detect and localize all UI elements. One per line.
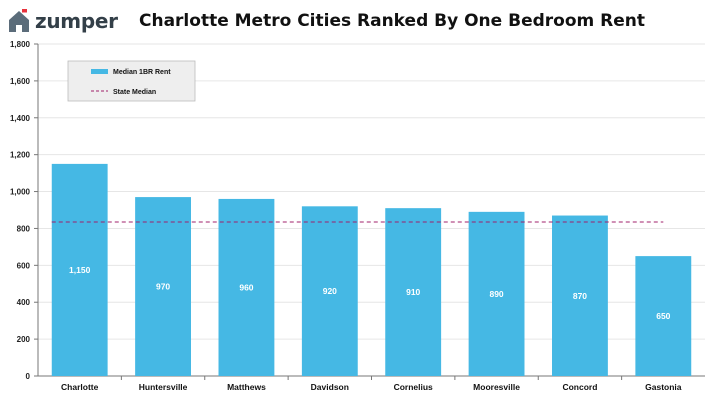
x-tick-label: Charlotte <box>61 382 99 392</box>
y-tick-label: 1,600 <box>10 77 31 86</box>
bar <box>135 197 191 376</box>
y-tick-label: 400 <box>17 298 31 307</box>
data-label: 890 <box>489 289 503 299</box>
y-tick-label: 1,000 <box>10 188 31 197</box>
x-tick-label: Concord <box>562 382 597 392</box>
data-label: 960 <box>239 282 253 292</box>
x-tick-label: Davidson <box>311 382 349 392</box>
y-tick-label: 1,800 <box>10 40 31 49</box>
legend-label: State Median <box>113 89 156 96</box>
bar <box>51 163 108 376</box>
brand-logo: zumper <box>6 6 118 36</box>
y-tick-label: 0 <box>26 372 31 381</box>
bar <box>635 256 692 376</box>
data-label: 870 <box>573 291 587 301</box>
data-label: 970 <box>156 282 170 292</box>
bar <box>552 215 608 376</box>
data-label: 920 <box>323 286 337 296</box>
bar <box>468 211 525 376</box>
y-tick-label: 200 <box>17 335 31 344</box>
bar <box>301 206 358 376</box>
data-label: 1,150 <box>69 265 91 275</box>
brand-name: zumper <box>35 9 118 33</box>
y-tick-label: 600 <box>17 261 31 270</box>
x-tick-label: Gastonia <box>645 382 682 392</box>
x-tick-label: Mooresville <box>473 382 520 392</box>
legend-box <box>67 60 196 102</box>
legend-swatch-bar <box>91 69 108 74</box>
bar <box>218 198 275 376</box>
chart-title-text: Charlotte Metro Cities Ranked By One Bed… <box>139 11 645 31</box>
data-label: 910 <box>406 287 420 297</box>
x-tick-label: Huntersville <box>139 382 188 392</box>
y-tick-label: 800 <box>17 224 31 233</box>
chart-title: Charlotte Metro Cities Ranked By One Bed… <box>0 11 720 31</box>
legend-label: Median 1BR Rent <box>113 69 171 76</box>
y-tick-label: 1,200 <box>10 151 31 160</box>
x-tick-label: Matthews <box>227 382 266 392</box>
y-tick-label: 1,400 <box>10 114 31 123</box>
data-label: 650 <box>656 311 670 321</box>
house-icon <box>9 9 29 32</box>
x-tick-label: Cornelius <box>394 382 433 392</box>
bar <box>385 208 442 376</box>
